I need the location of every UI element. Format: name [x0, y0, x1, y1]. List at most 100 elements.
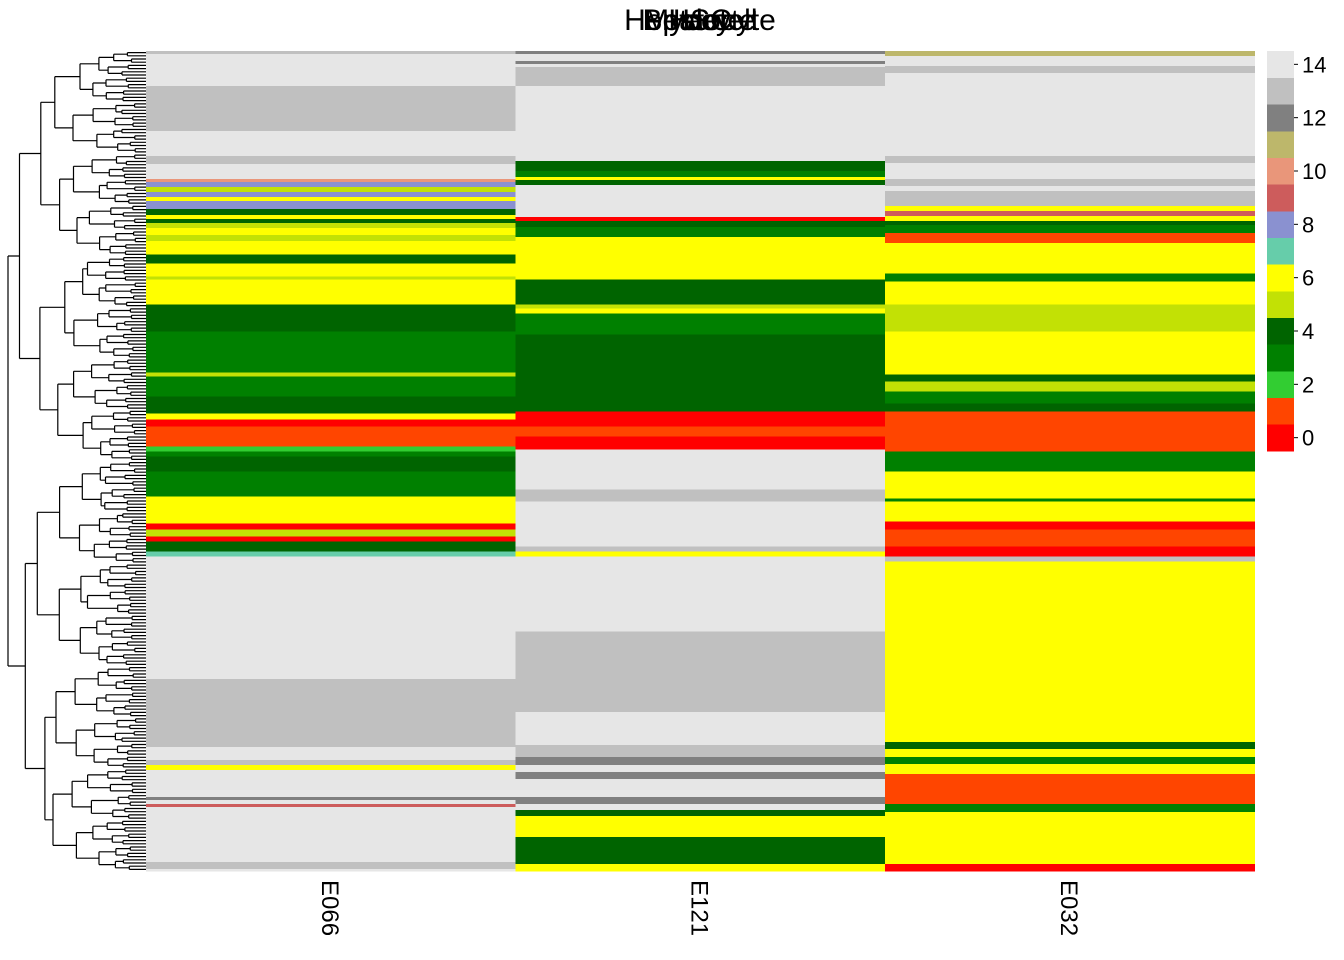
heatmap-cell	[146, 372, 516, 377]
heatmap-cell	[146, 536, 516, 542]
heatmap-cell	[146, 241, 516, 255]
legend-tick-label: 0	[1302, 426, 1314, 451]
column-label: E121	[685, 880, 712, 936]
heatmap-cell	[515, 836, 886, 865]
heatmap-cell	[885, 191, 1255, 207]
heatmap-cell	[885, 273, 1255, 282]
heatmap-cell	[515, 61, 886, 65]
heatmap-cell	[146, 54, 516, 67]
heatmap-cell	[515, 221, 886, 228]
heatmap-cell	[515, 67, 886, 87]
heatmap-cell	[146, 223, 516, 229]
heatmap-cell	[885, 331, 1255, 375]
heatmap-cell	[146, 192, 516, 198]
heatmap-cell	[885, 381, 1255, 392]
heatmap-cell	[885, 206, 1255, 212]
heatmap-cell	[515, 227, 886, 238]
heatmap-cell	[146, 759, 516, 766]
heatmap-cell	[885, 748, 1255, 758]
heatmap-cell	[515, 313, 886, 335]
heatmap-cell	[885, 521, 1255, 530]
heatmap-cell	[885, 411, 1255, 452]
heatmap-cell	[885, 186, 1255, 192]
heatmap-cell	[885, 773, 1255, 781]
legend-swatch	[1267, 211, 1294, 239]
heatmap-cell	[515, 744, 886, 758]
heatmap-cell	[146, 376, 516, 397]
heatmap-cell	[146, 331, 516, 373]
heatmap-cell	[515, 551, 886, 557]
heatmap-cell	[515, 796, 886, 805]
heatmap-cells	[146, 51, 1255, 872]
heatmap-cell	[515, 771, 886, 780]
heatmap-cell	[885, 51, 1255, 57]
heatmap-cell	[146, 209, 516, 216]
heatmap-cell	[515, 177, 886, 181]
heatmap-cell	[146, 806, 516, 863]
heatmap-cell	[146, 523, 516, 530]
heatmap-cell	[146, 263, 516, 277]
heatmap-cell	[885, 233, 1255, 244]
heatmap-cell	[146, 219, 516, 224]
heatmap-cell	[146, 131, 516, 157]
chart-title: Islet	[672, 4, 728, 37]
heatmap-cell	[146, 764, 516, 771]
legend-tick-label: 6	[1302, 266, 1314, 291]
heatmap-cell	[146, 551, 516, 557]
heatmap-cell	[146, 471, 516, 497]
heatmap-cell	[885, 556, 1255, 562]
heatmap-cell	[515, 189, 886, 218]
heatmap-cell	[885, 163, 1255, 180]
heatmap-cell	[885, 756, 1255, 765]
heatmap-cell	[885, 391, 1255, 404]
heatmap-cell	[515, 803, 886, 811]
heatmap-cell	[515, 501, 886, 527]
legend-swatch	[1267, 424, 1294, 452]
heatmap-cell	[885, 243, 1255, 260]
heatmap-cell	[515, 546, 886, 552]
column-labels: E066 E121 E032	[316, 880, 1082, 936]
legend-swatch	[1267, 317, 1294, 345]
heatmap-cell	[885, 403, 1255, 412]
heatmap-cell	[146, 164, 516, 180]
heatmap-cell	[515, 237, 886, 262]
heatmap-cell	[515, 815, 886, 821]
heatmap-cell	[885, 561, 1255, 743]
heatmap-cell	[146, 869, 516, 872]
heatmap-cell	[146, 451, 516, 457]
heatmap-cell	[146, 156, 516, 165]
heatmap-cell	[885, 529, 1255, 547]
heatmap-cell	[515, 304, 886, 309]
heatmap-cell	[146, 235, 516, 242]
heatmap-cell	[515, 261, 886, 280]
chart-title: Beta cell	[642, 4, 757, 37]
heatmap-cell	[515, 308, 886, 314]
heatmap-cell	[146, 304, 516, 332]
legend-swatch	[1267, 184, 1294, 212]
heatmap-cell	[515, 764, 886, 773]
heatmap-cell	[885, 281, 1255, 305]
heatmap-cell	[515, 526, 886, 547]
heatmap-cell	[885, 546, 1255, 557]
heatmap-cell	[515, 756, 886, 766]
legend-swatch	[1267, 344, 1294, 372]
heatmap-cell	[146, 426, 516, 447]
heatmap-cell	[146, 396, 516, 414]
heatmap-cell	[146, 201, 516, 210]
heatmap-cell	[146, 803, 516, 808]
legend-tick-label: 2	[1302, 372, 1314, 397]
heatmap-cell	[885, 498, 1255, 502]
dendrogram-branches	[7, 52, 146, 870]
heatmap-cell	[515, 161, 886, 172]
legend-tick-label: 12	[1302, 106, 1326, 131]
column-label: E066	[316, 880, 343, 936]
heatmap-cell	[515, 334, 886, 412]
legend-swatch	[1267, 104, 1294, 132]
heatmap-cell	[885, 73, 1255, 157]
heatmap-cell	[515, 411, 886, 427]
heatmap-cell	[515, 778, 886, 798]
legend-swatch	[1267, 397, 1294, 425]
heatmap-cell	[146, 456, 516, 472]
heatmap-cell	[146, 541, 516, 552]
heatmap-cell	[885, 863, 1255, 872]
